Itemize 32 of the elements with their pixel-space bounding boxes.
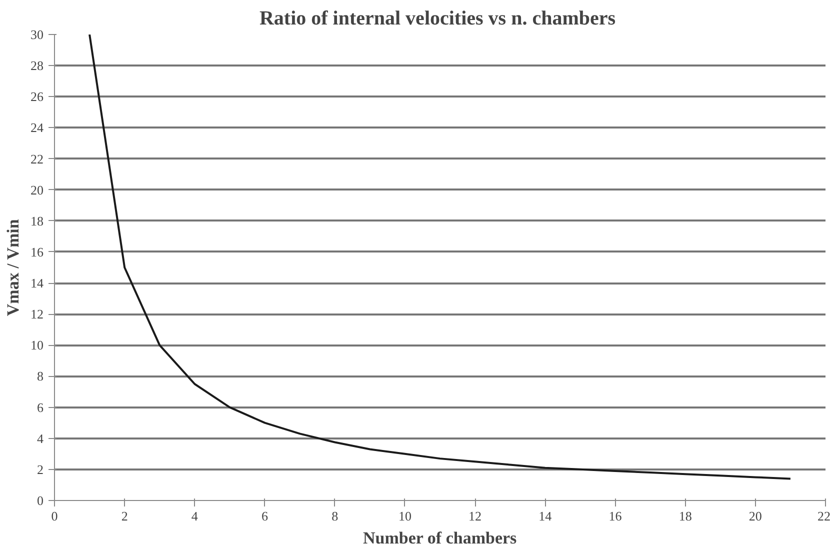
y-tick-label: 8 xyxy=(37,368,44,384)
y-tick-label: 14 xyxy=(30,276,44,291)
x-tick-label: 6 xyxy=(262,508,269,524)
y-tick-label: 20 xyxy=(30,182,44,198)
y-axis-title: Vmax / Vmin xyxy=(4,218,22,316)
chart-title: Ratio of internal velocities vs n. chambers xyxy=(259,8,616,30)
y-tick-label: 18 xyxy=(30,213,44,228)
y-tick-label: 12 xyxy=(30,306,44,322)
y-tick-label: 0 xyxy=(37,493,44,508)
x-tick-label: 18 xyxy=(678,508,692,524)
x-tick-label: 10 xyxy=(398,508,412,524)
x-tick-label: 4 xyxy=(191,508,198,524)
line-series xyxy=(88,34,792,480)
x-tick-label: 12 xyxy=(468,508,482,524)
x-tick-label: 0 xyxy=(51,508,58,524)
x-tick-label: 16 xyxy=(608,508,622,524)
y-tick-label: 6 xyxy=(37,400,44,415)
y-tick-label: 30 xyxy=(30,27,44,42)
x-tick-label: 22 xyxy=(818,508,830,524)
x-tick-label: 8 xyxy=(332,508,338,524)
y-tick-label: 2 xyxy=(37,462,44,477)
x-tick-label: 2 xyxy=(121,508,128,524)
y-tick-label: 26 xyxy=(30,89,44,104)
x-tick-label: 14 xyxy=(538,508,552,524)
y-tick-label: 10 xyxy=(30,338,44,353)
x-tick-label: 20 xyxy=(748,508,762,524)
x-axis-title: Number of chambers xyxy=(363,528,518,548)
y-tick-label: 4 xyxy=(37,430,44,446)
y-tick-label: 16 xyxy=(30,244,44,260)
y-tick-label: 24 xyxy=(30,120,44,136)
y-tick-label: 28 xyxy=(30,58,44,74)
y-tick-label: 22 xyxy=(30,151,44,166)
